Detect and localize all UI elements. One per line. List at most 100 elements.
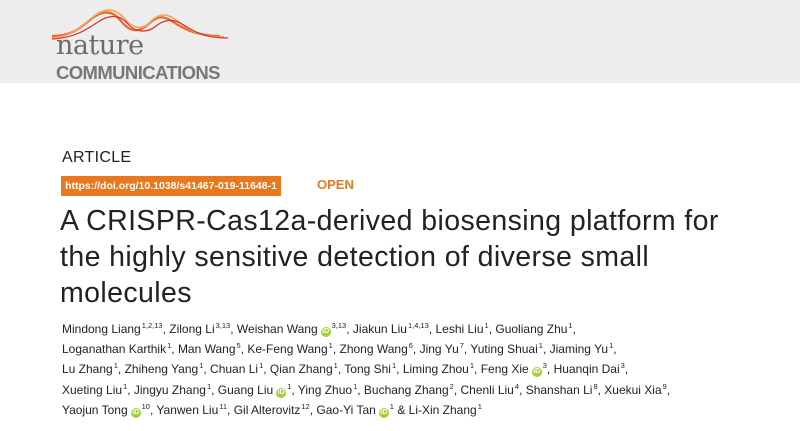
author-name[interactable]: Gao-Yi Tan iD1 <box>316 401 394 418</box>
author-name[interactable]: Qian Zhang1 <box>270 362 338 376</box>
author-name[interactable]: Mindong Liang1,2,13 <box>62 322 163 336</box>
doi-link[interactable]: https://doi.org/10.1038/s41467-019-11648… <box>61 176 281 196</box>
author-name-text: Tong Shi <box>344 362 391 377</box>
affiliation-number[interactable]: 1 <box>259 361 264 371</box>
affiliation-number[interactable]: 1 <box>113 361 118 371</box>
author-name[interactable]: Yuting Shuai1 <box>470 342 543 356</box>
author-line: Loganathan Karthik1, Man Wang5, Ke-Feng … <box>62 341 617 357</box>
affiliation-number[interactable]: 6 <box>408 341 413 351</box>
author-name[interactable]: Jiaming Yu1 <box>550 342 614 356</box>
author-name[interactable]: Xueting Liu1 <box>62 381 128 396</box>
affiliation-number[interactable]: 1 <box>199 361 204 371</box>
author-name-text: Zhong Wang <box>339 342 408 357</box>
author-name-text: Jiaming Yu <box>549 342 609 357</box>
author-name-text: Leshi Liu <box>435 322 484 336</box>
author-name[interactable]: Jingyu Zhang1 <box>134 381 212 396</box>
affiliation-number[interactable]: 3 <box>542 361 547 371</box>
orcid-icon[interactable]: iD <box>531 367 542 378</box>
author-name[interactable]: Ke-Feng Wang1 <box>247 342 332 356</box>
author-name[interactable]: Huanqin Dai3 <box>554 362 625 376</box>
affiliation-number[interactable]: 10 <box>141 401 150 411</box>
affiliation-number[interactable]: 1,2,13 <box>141 321 163 330</box>
affiliation-number[interactable]: 1 <box>484 321 489 330</box>
affiliation-number[interactable]: 1 <box>123 381 128 391</box>
author-name-text: Yuting Shuai <box>470 342 538 357</box>
affiliation-number[interactable]: 5 <box>236 341 241 351</box>
affiliation-number[interactable]: 9 <box>662 381 667 391</box>
author-name-text: Guang Liu <box>217 382 274 397</box>
author-name[interactable]: Jing Yu7 <box>420 342 464 356</box>
author-name[interactable]: Ying Zhuo1 <box>298 381 358 396</box>
affiliation-number[interactable]: 1 <box>609 341 614 351</box>
orcid-icon[interactable]: iD <box>320 327 331 337</box>
orcid-icon[interactable]: iD <box>378 407 389 418</box>
author-name[interactable]: Lu Zhang1 <box>62 362 118 376</box>
author-name[interactable]: Jiakun Liu1,4,13 <box>353 322 429 336</box>
author-name[interactable]: & Li-Xin Zhang1 <box>397 403 482 417</box>
article-type-label: ARTICLE <box>62 149 132 166</box>
orcid-icon[interactable]: iD <box>276 387 287 398</box>
author-name[interactable]: Buchang Zhang2 <box>363 381 454 397</box>
author-name-text: Mindong Liang <box>62 322 141 336</box>
author-name-text: Jiakun Liu <box>352 322 407 336</box>
affiliation-number[interactable]: 1 <box>477 401 482 411</box>
author-name[interactable]: Shanshan Li8 <box>525 381 598 397</box>
affiliation-number[interactable]: 1 <box>328 341 333 351</box>
affiliation-number[interactable]: 2 <box>449 381 454 391</box>
author-name[interactable]: Gil Alterovitz12 <box>234 403 310 417</box>
affiliation-number[interactable]: 1 <box>353 381 358 391</box>
affiliation-number[interactable]: 7 <box>459 341 464 351</box>
author-name[interactable]: Feng Xie iD3 <box>481 361 547 378</box>
author-name[interactable]: Zhiheng Yang1 <box>125 362 204 376</box>
author-name[interactable]: Weishan Wang iD3,13 <box>237 321 347 337</box>
affiliation-number[interactable]: 11 <box>219 401 228 411</box>
journal-header: nature COMMUNICATIONS <box>0 0 800 83</box>
affiliation-number[interactable]: 1 <box>469 361 475 371</box>
affiliation-number[interactable]: 8 <box>593 381 598 391</box>
author-name[interactable]: Yanwen Liu11 <box>156 403 227 417</box>
author-name[interactable]: Leshi Liu1 <box>435 322 488 336</box>
author-name[interactable]: Yaojun Tong iD10 <box>62 401 150 418</box>
orcid-icon[interactable]: iD <box>130 407 141 418</box>
author-name[interactable]: Liming Zhou1 <box>403 362 474 376</box>
author-name-text: Guoliang Zhu <box>495 322 568 336</box>
author-name[interactable]: Loganathan Karthik1 <box>62 342 171 356</box>
affiliation-number[interactable]: 3 <box>620 361 625 371</box>
author-name[interactable]: Zilong Li3,13 <box>169 322 230 336</box>
affiliation-number[interactable]: 1 <box>167 341 172 351</box>
author-name[interactable]: Man Wang5 <box>178 342 241 356</box>
author-name[interactable]: Chenli Liu4 <box>460 381 520 396</box>
open-access-label: OPEN <box>317 177 354 192</box>
author-name-text: Ke-Feng Wang <box>247 342 328 357</box>
author-name-text: Loganathan Karthik <box>62 342 167 357</box>
author-name-text: Yanwen Liu <box>156 402 219 417</box>
affiliation-number[interactable]: 1,4,13 <box>407 321 429 330</box>
author-line: Yaojun Tong iD10, Yanwen Liu11, Gil Alter… <box>62 401 482 418</box>
author-name[interactable]: Chuan Li1 <box>210 362 263 376</box>
author-name-text: Shanshan Li <box>525 382 593 397</box>
affiliation-number[interactable]: 1 <box>568 321 573 330</box>
author-name[interactable]: Zhong Wang6 <box>339 342 412 356</box>
affiliation-number[interactable]: 1 <box>391 361 397 371</box>
affiliation-number[interactable]: 1 <box>287 381 292 391</box>
affiliation-number[interactable]: 12 <box>301 401 310 411</box>
affiliation-number[interactable]: 3,13 <box>215 321 231 330</box>
affiliation-number[interactable]: 1 <box>206 381 212 391</box>
author-name-text: Lu Zhang <box>62 362 113 377</box>
affiliation-number[interactable]: 1 <box>389 401 394 411</box>
author-name-text: Man Wang <box>177 342 236 357</box>
author-name-text: Jing Yu <box>419 342 459 357</box>
affiliation-number[interactable]: 3,13 <box>331 321 347 330</box>
logo-communications-text: COMMUNICATIONS <box>56 62 221 83</box>
affiliation-number[interactable]: 4 <box>514 381 520 391</box>
nature-communications-logo[interactable]: nature COMMUNICATIONS <box>40 6 240 83</box>
author-name[interactable]: Tong Shi1 <box>344 362 396 376</box>
affiliation-number[interactable]: 1 <box>333 361 338 371</box>
author-line: Mindong Liang1,2,13, Zilong Li3,13, Weis… <box>62 321 576 337</box>
author-name[interactable]: Guoliang Zhu1 <box>495 322 572 336</box>
author-name[interactable]: Guang Liu iD1 <box>217 381 292 398</box>
affiliation-number[interactable]: 1 <box>538 341 543 351</box>
author-name-text: Zilong Li <box>169 322 215 336</box>
author-name-text: Buchang Zhang <box>363 382 449 397</box>
author-name[interactable]: Xuekui Xia9 <box>604 381 667 396</box>
